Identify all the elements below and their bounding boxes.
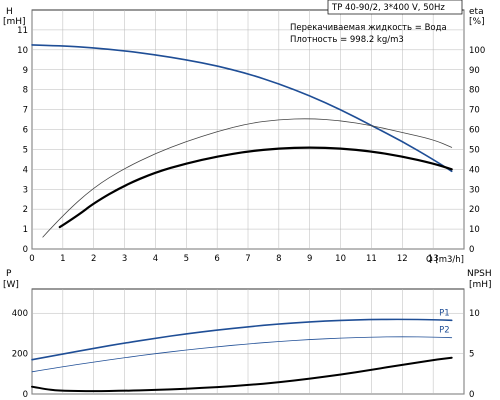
- fluid-annotation: Перекачиваемая жидкость = Вода: [290, 23, 447, 33]
- series-line-2: [31, 356, 453, 393]
- series-line-2: [42, 118, 453, 238]
- x-tick-label: 12: [397, 254, 408, 264]
- x-tick-label: 0: [29, 254, 34, 264]
- left-tick-label: 0: [23, 390, 28, 400]
- bottom-right-axis-label: NPSH: [467, 269, 492, 279]
- right-tick-label: 10: [469, 225, 480, 235]
- left-tick-label: 3: [23, 185, 28, 195]
- x-axis-unit: Q [m3/h]: [426, 255, 464, 265]
- title-box: [327, 0, 463, 15]
- x-tick-label: 2: [91, 254, 96, 264]
- right-tick-label: 0: [469, 245, 474, 255]
- left-tick-label: 7: [23, 106, 28, 116]
- top-left-axis-label: H: [6, 7, 13, 17]
- x-tick-label: 6: [214, 254, 219, 264]
- x-tick-label: 4: [153, 254, 158, 264]
- left-tick-label: 200: [12, 350, 28, 360]
- right-tick-label: 10: [469, 309, 480, 319]
- series-line-0: [31, 44, 453, 173]
- right-tick-label: 80: [469, 86, 480, 96]
- top-right-axis-label: eta: [469, 7, 484, 17]
- bottom-series: P1 P2: [31, 308, 453, 393]
- x-tick-label: 1: [60, 254, 65, 264]
- x-tick-label: 5: [184, 254, 189, 264]
- top-series: [31, 44, 453, 238]
- bottom-right-axis-unit: [mH]: [469, 280, 492, 290]
- right-tick-label: 100: [469, 46, 485, 56]
- bottom-ticks: 0 200 400 0 5 10: [12, 309, 480, 400]
- x-tick-label: 13: [428, 254, 439, 264]
- left-tick-label: 0: [23, 245, 28, 255]
- right-tick-label: 5: [469, 350, 474, 360]
- top-right-axis-unit: [%]: [469, 17, 485, 27]
- right-tick-label: 20: [469, 205, 480, 215]
- power-npsh-chart: P1 P2 0 200 400 0 5 10 P [W] NPSH [mH]: [3, 269, 492, 400]
- density-annotation: Плотность = 998.2 kg/m3: [290, 35, 404, 45]
- right-tick-label: 40: [469, 165, 480, 175]
- series-label-p2: P2: [439, 326, 450, 336]
- series-label-p1: P1: [439, 308, 450, 318]
- chart-title: TP 40-90/2, 3*400 V, 50Hz: [331, 3, 445, 13]
- series-line-1: [58, 146, 453, 229]
- left-tick-label: 6: [23, 126, 28, 136]
- left-tick-label: 400: [12, 309, 28, 319]
- x-tick-label: 7: [245, 254, 250, 264]
- right-tick-label: 0: [469, 390, 474, 400]
- right-tick-label: 50: [469, 145, 480, 155]
- left-tick-label: 11: [17, 26, 28, 36]
- top-left-axis-unit: [mH]: [3, 17, 26, 27]
- left-tick-label: 1: [23, 225, 28, 235]
- left-tick-label: 5: [23, 145, 28, 155]
- top-grid: [31, 10, 465, 250]
- x-tick-label: 9: [307, 254, 312, 264]
- left-tick-label: 9: [23, 66, 28, 76]
- left-tick-label: 4: [23, 165, 28, 175]
- bottom-left-axis-label: P: [6, 269, 12, 279]
- series-line-1: [31, 336, 453, 373]
- bottom-left-axis-unit: [W]: [3, 280, 19, 290]
- right-tick-label: 60: [469, 126, 480, 136]
- x-tick-label: 10: [335, 254, 346, 264]
- right-tick-label: 90: [469, 66, 480, 76]
- right-tick-label: 70: [469, 106, 480, 116]
- left-tick-label: 10: [17, 46, 28, 56]
- left-tick-label: 8: [23, 86, 28, 96]
- left-tick-label: 2: [23, 205, 28, 215]
- series-line-0: [31, 318, 453, 361]
- x-tick-label: 8: [276, 254, 281, 264]
- bottom-grid: [31, 289, 465, 395]
- right-tick-label: 30: [469, 185, 480, 195]
- x-tick-label: 3: [122, 254, 127, 264]
- x-tick-label: 11: [366, 254, 377, 264]
